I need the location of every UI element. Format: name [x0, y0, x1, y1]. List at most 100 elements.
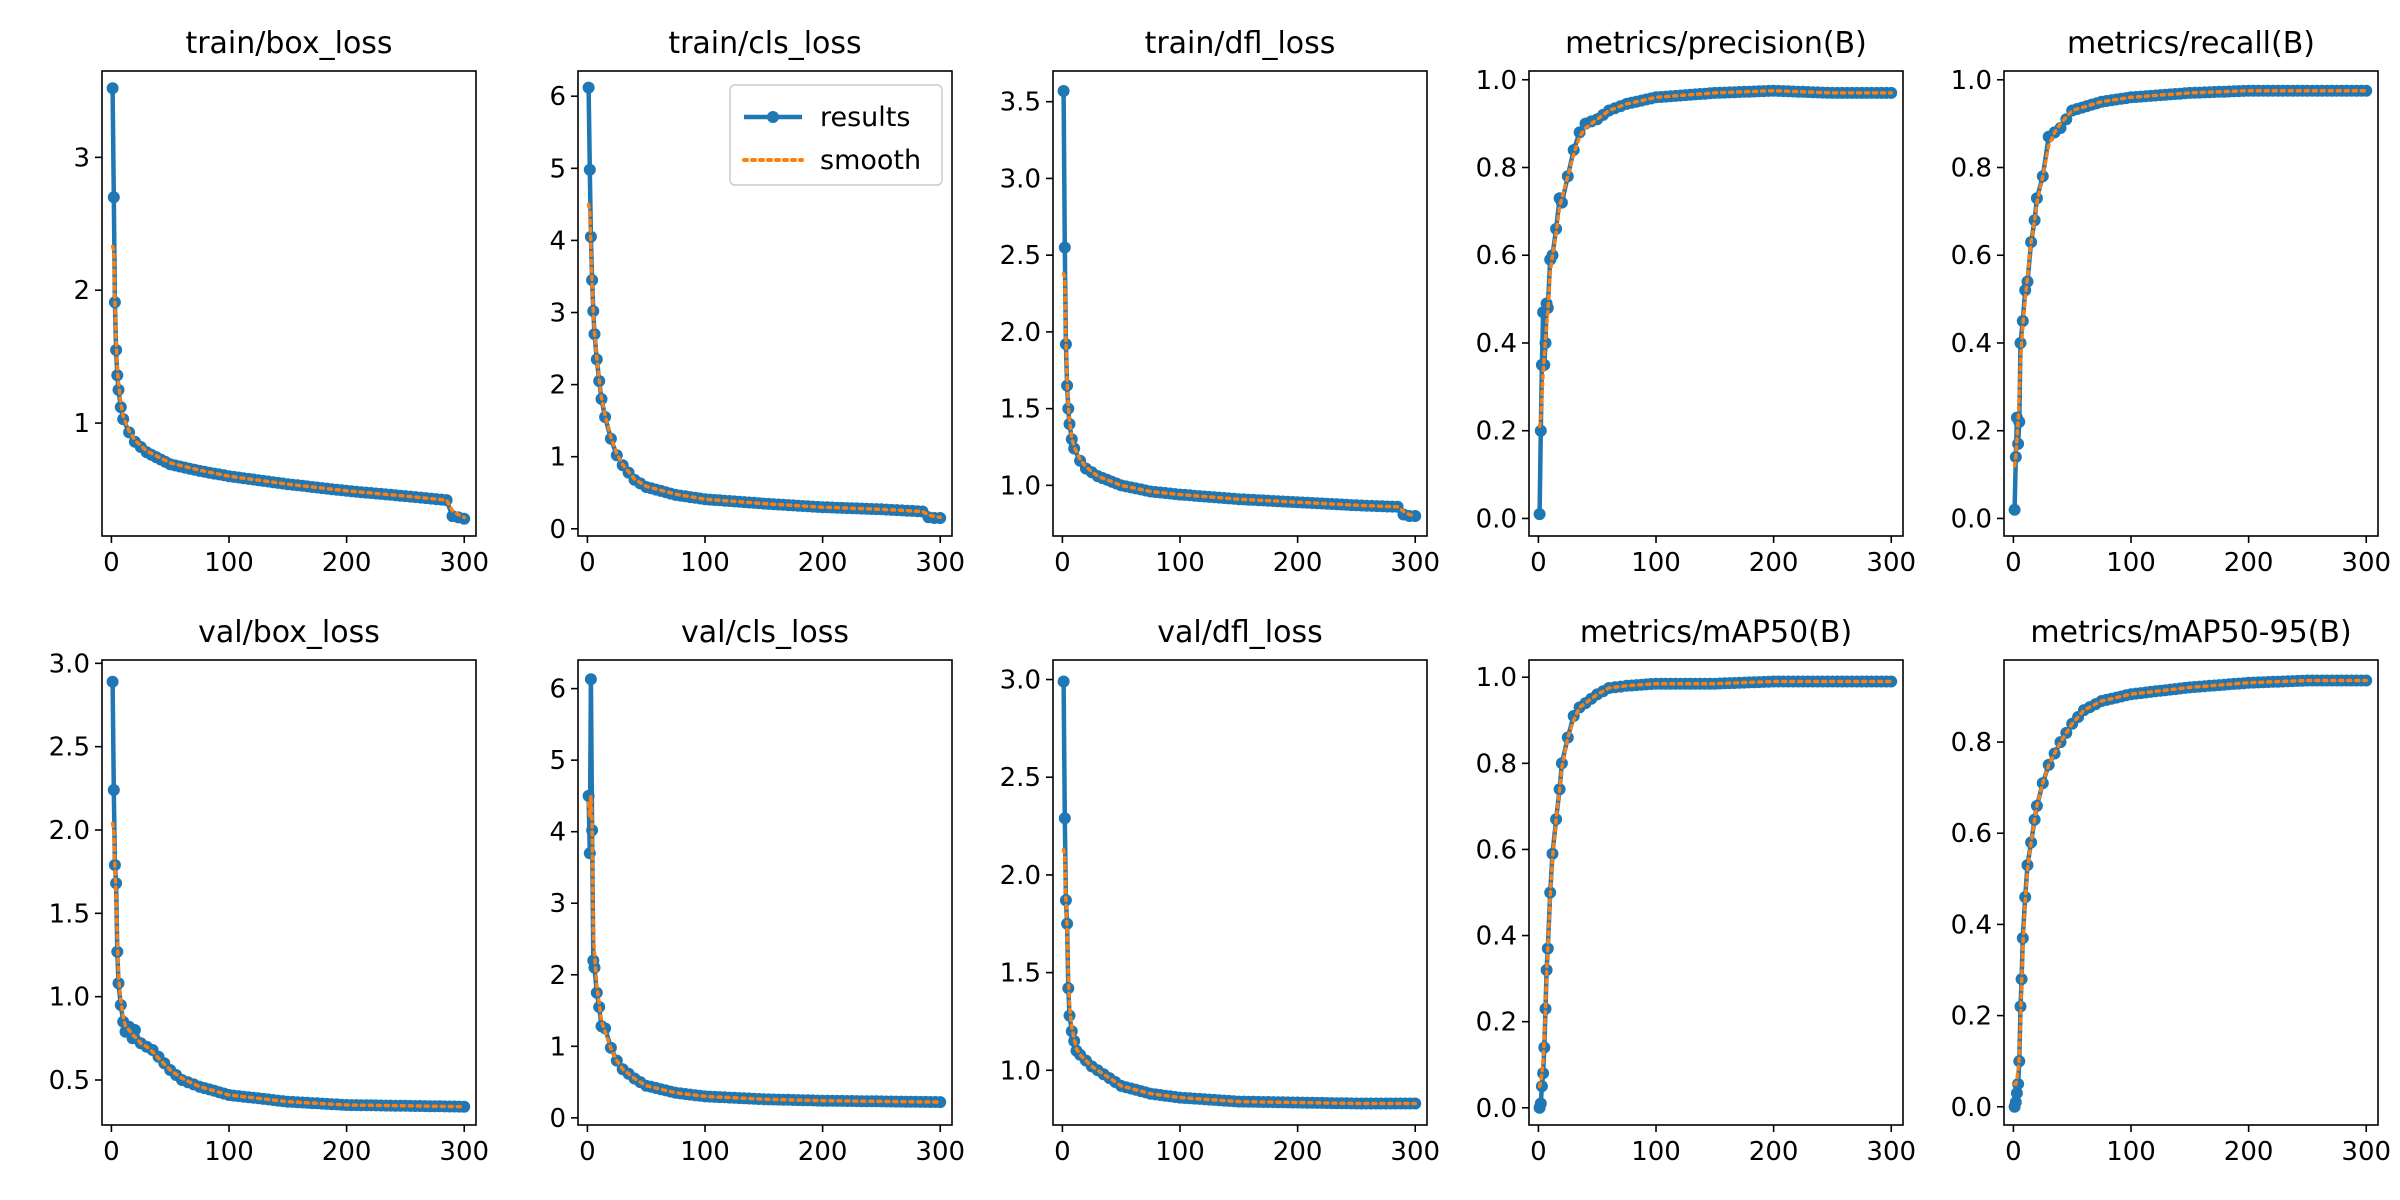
- smooth-line: [1061, 271, 1417, 518]
- legend: results smooth: [729, 84, 943, 186]
- x-tick-label: 100: [1155, 548, 1205, 578]
- subplot-val-dfl-loss: val/dfl_loss 0 100 200 300 1.0 1.5 2.0 2.5 3.0: [1000, 615, 1440, 1167]
- x-tick-label: 100: [2106, 548, 2156, 578]
- y-tick-label: 0.5: [49, 1066, 90, 1096]
- x-tick-label: 300: [915, 1137, 965, 1167]
- y-tick-label: 6: [549, 675, 566, 705]
- results-point: [583, 163, 596, 176]
- plot-area: [582, 81, 947, 524]
- y-tick-label: 2.5: [1000, 241, 1041, 271]
- y-tick-label: 1.0: [1951, 66, 1992, 96]
- y-tick-label: 2.0: [1000, 318, 1041, 348]
- y-tick-label: 1.0: [1000, 471, 1041, 501]
- results-point: [1535, 1080, 1548, 1093]
- smooth-line: [110, 244, 466, 520]
- y-tick-label: 1.0: [1476, 66, 1517, 96]
- y-tick-label: 1.5: [49, 899, 90, 929]
- axes-frame: [1052, 659, 1428, 1126]
- y-tick-label: 5: [549, 746, 566, 776]
- subplot-val-cls-loss: val/cls_loss 0 100 200 300 0 1 2 3 4 5 6: [549, 615, 965, 1167]
- subplot-metrics-recall-b: metrics/recall(B) 0 100 200 300 0.0 0.2 0.4 0.6 0…: [1951, 26, 2391, 578]
- results-point: [106, 82, 119, 95]
- x-tick-label: 100: [204, 1137, 254, 1167]
- axes-frame: [101, 70, 477, 537]
- subplot-title: metrics/mAP50-95(B): [2030, 615, 2351, 650]
- results-point: [1539, 1002, 1552, 1015]
- smooth-line: [2012, 88, 2368, 468]
- subplot-val-box-loss: val/box_loss 0 100 200 300 0.5 1.0 1.5 2.0 2.5 3.0: [49, 615, 489, 1167]
- x-tick-label: 0: [103, 548, 120, 578]
- y-tick-label: 2.0: [49, 816, 90, 846]
- x-tick-label: 0: [1530, 1137, 1547, 1167]
- y-tick-label: 0.0: [1951, 1093, 1992, 1123]
- x-tick-label: 200: [1273, 1137, 1323, 1167]
- x-tick-label: 300: [2341, 548, 2391, 578]
- subplot-metrics-precision-b: metrics/precision(B) 0 100 200 300 0.0 0.2 0.4 0…: [1476, 26, 1916, 578]
- y-tick-label: 0.2: [1476, 417, 1517, 447]
- results-point: [2009, 1096, 2022, 1109]
- y-tick-label: 1.0: [1476, 663, 1517, 693]
- y-tick-label: 4: [549, 818, 566, 848]
- y-tick-label: 3: [549, 299, 566, 329]
- x-tick-label: 200: [1749, 1137, 1799, 1167]
- y-tick-label: 2.5: [49, 733, 90, 763]
- results-point: [1058, 241, 1071, 254]
- smooth-line: [2012, 678, 2368, 1086]
- subplot-metrics-map50-95-b: metrics/mAP50-95(B) 0 100 200 300 0.0 0.2 0.4 0.…: [1951, 615, 2391, 1167]
- results-point: [599, 411, 612, 423]
- plot-area: [2008, 674, 2373, 1113]
- x-tick-label: 300: [1390, 548, 1440, 578]
- y-tick-label: 0.2: [1476, 1008, 1517, 1038]
- smooth-line: [110, 821, 466, 1109]
- x-tick-label: 0: [1054, 1137, 1071, 1167]
- results-point: [458, 1100, 471, 1113]
- subplot-title: metrics/recall(B): [2067, 26, 2315, 61]
- results-point: [1533, 508, 1546, 521]
- x-tick-label: 100: [680, 1137, 730, 1167]
- x-tick-label: 200: [1749, 548, 1799, 578]
- x-tick-label: 200: [322, 1137, 372, 1167]
- plot-area: [106, 675, 471, 1113]
- subplot-title: val/box_loss: [198, 615, 380, 650]
- x-tick-label: 300: [915, 548, 965, 578]
- smooth-line: [1537, 679, 1893, 1089]
- results-point: [1534, 1097, 1547, 1110]
- x-tick-label: 100: [1631, 548, 1681, 578]
- y-tick-label: 2: [73, 276, 90, 306]
- y-tick-label: 0.8: [1951, 154, 1992, 184]
- results-point: [584, 673, 597, 686]
- x-tick-label: 100: [204, 548, 254, 578]
- axes-frame: [2003, 70, 2379, 537]
- results-point: [1058, 812, 1071, 825]
- results-point: [2008, 503, 2021, 516]
- x-tick-label: 200: [1273, 548, 1323, 578]
- x-tick-label: 200: [798, 1137, 848, 1167]
- results-point: [1534, 424, 1547, 437]
- x-tick-label: 300: [1390, 1137, 1440, 1167]
- y-tick-label: 0.6: [1951, 241, 1992, 271]
- y-tick-label: 1: [549, 1032, 566, 1062]
- subplot-title: train/cls_loss: [668, 26, 861, 61]
- y-tick-label: 3.5: [1000, 88, 1041, 118]
- results-point: [1065, 433, 1078, 446]
- y-tick-label: 3.0: [49, 649, 90, 679]
- x-tick-label: 0: [2005, 548, 2022, 578]
- legend-results-label: results: [820, 102, 910, 133]
- y-tick-label: 0.6: [1476, 241, 1517, 271]
- results-point: [107, 784, 120, 796]
- y-tick-label: 6: [549, 82, 566, 112]
- x-tick-label: 0: [579, 1137, 596, 1167]
- y-tick-label: 0.4: [1951, 910, 1992, 940]
- subplot-title: train/box_loss: [185, 26, 392, 61]
- axes-frame: [577, 70, 953, 537]
- y-tick-label: 2.5: [1000, 763, 1041, 793]
- y-tick-label: 1.5: [1000, 395, 1041, 425]
- legend-results-marker: [767, 111, 779, 123]
- y-tick-label: 0.0: [1476, 504, 1517, 534]
- y-tick-label: 3: [549, 889, 566, 919]
- results-point: [2360, 84, 2373, 97]
- smooth-line: [586, 795, 942, 1104]
- subplot-train-cls-loss: train/cls_loss 0 100 200 300 0 1 2 3 4 5 6 results sm…: [549, 26, 965, 578]
- subplot-metrics-map50-b: metrics/mAP50(B) 0 100 200 300 0.0 0.2 0.4 0.6 0.…: [1476, 615, 1916, 1167]
